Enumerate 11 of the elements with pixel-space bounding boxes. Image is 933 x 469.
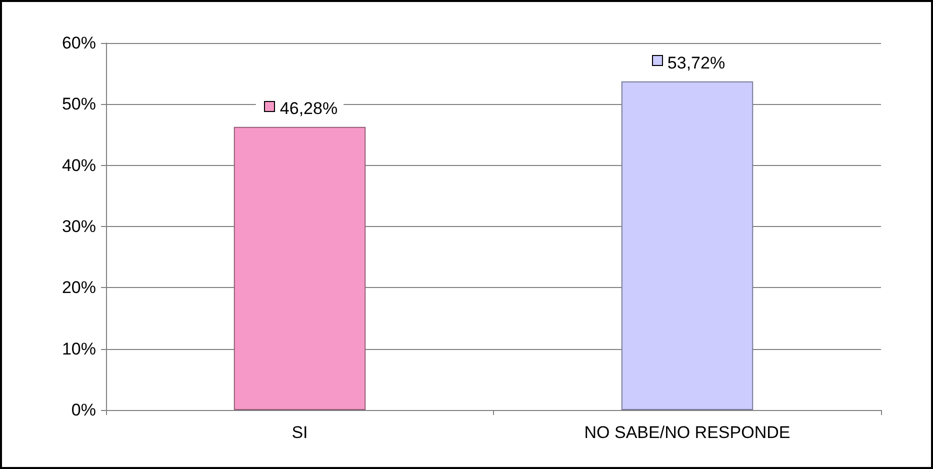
data-label: 53,72%: [667, 53, 726, 72]
y-tick-label: 60%: [62, 34, 96, 52]
y-tick-label: 0%: [71, 400, 96, 420]
y-tick-label: 10%: [62, 339, 96, 358]
x-tick-label: NO SABE/NO RESPONDE: [584, 423, 790, 442]
y-tick-label: 50%: [62, 94, 96, 114]
x-tick-label: SI: [292, 423, 308, 442]
y-tick-label: 40%: [62, 156, 96, 175]
y-tick-label: 20%: [62, 278, 96, 298]
y-tick-label: 30%: [62, 217, 96, 236]
data-label: 46,28%: [280, 98, 338, 118]
